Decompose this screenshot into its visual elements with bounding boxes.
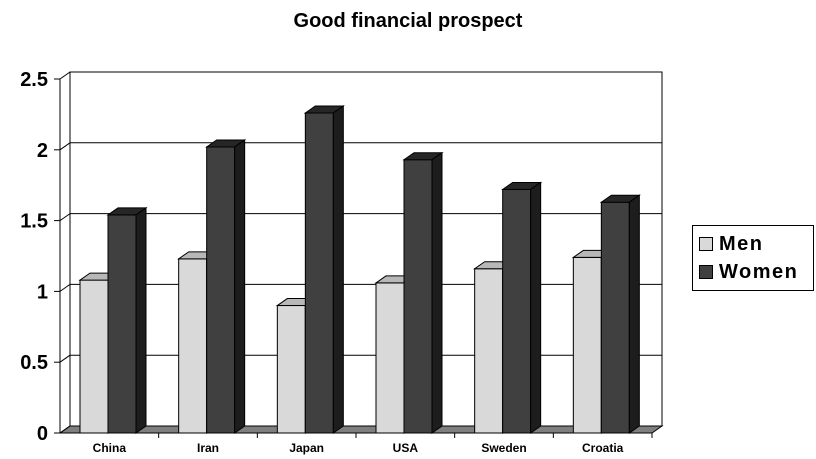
x-tick-label-china: China [93, 441, 127, 455]
y-tick-label: 1.5 [20, 211, 48, 233]
axes [54, 78, 653, 438]
bar-women-iran [206, 146, 236, 434]
bar-women-japan [304, 112, 334, 434]
bar-women-sweden [502, 188, 532, 434]
y-tick-label: 0 [37, 423, 48, 445]
x-tick-labels: China Iran Japan USA Sweden Croatia [93, 441, 624, 455]
x-tick-label-usa: USA [393, 441, 419, 455]
legend-label-men: Men [719, 232, 764, 255]
side-wall-line [59, 425, 71, 434]
chart-floor [58, 425, 664, 434]
y-tick-label: 0.5 [20, 352, 48, 374]
y-tick-label: 2.5 [20, 69, 48, 91]
bar-men-japan [276, 305, 306, 434]
bar-side-women-usa [431, 151, 443, 434]
bars [78, 105, 641, 434]
bar-men-croatia [572, 256, 602, 434]
x-tick-label-croatia: Croatia [582, 441, 624, 455]
side-wall-line [59, 213, 71, 222]
bar-men-china [79, 279, 109, 434]
bar-men-sweden [474, 268, 504, 434]
x-tick-label-japan: Japan [289, 441, 324, 455]
y-tick-label: 1 [37, 281, 48, 303]
x-tick-label-sweden: Sweden [481, 441, 526, 455]
bar-women-croatia [600, 201, 630, 434]
legend-item-men: Men [699, 232, 764, 256]
bar-women-usa [403, 159, 433, 434]
bar-side-women-japan [332, 105, 344, 434]
floor-plane [58, 425, 664, 434]
y-tick-label: 2 [37, 140, 48, 162]
bar-side-women-sweden [530, 181, 542, 434]
legend-swatch-women [699, 265, 713, 279]
side-wall-line [59, 283, 71, 292]
bar-women-china [107, 214, 137, 434]
side-wall-line [59, 142, 71, 151]
side-wall-line [59, 354, 71, 363]
bar-side-women-china [135, 206, 147, 434]
bar-side-women-iran [234, 139, 246, 434]
bar-men-usa [375, 282, 405, 434]
legend-swatch-men [699, 237, 713, 251]
legend-item-women: Women [699, 260, 798, 284]
gridlines [59, 71, 663, 434]
legend-label-women: Women [719, 260, 799, 283]
x-tick-label-iran: Iran [197, 441, 219, 455]
y-tick-labels: 0 0.5 1 1.5 2 2.5 [20, 69, 48, 445]
legend: Men Women [692, 225, 814, 291]
side-wall-line [59, 71, 71, 80]
bar-men-iran [178, 258, 208, 434]
bar-side-women-croatia [628, 194, 640, 434]
chart-title: Good financial prospect [293, 10, 523, 32]
